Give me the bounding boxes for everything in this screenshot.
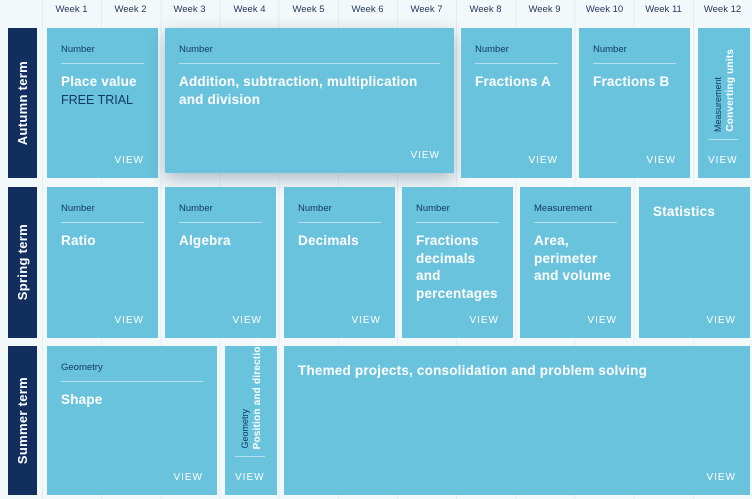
week-label-4: Week 4 <box>233 4 266 15</box>
view-link[interactable]: VIEW <box>235 472 265 483</box>
card-fractions-decimals-percentages[interactable]: Number Fractions decimals and percentage… <box>402 187 513 338</box>
card-place-value[interactable]: Number Place value FREE TRIAL VIEW <box>47 28 158 178</box>
card-divider <box>298 222 381 223</box>
card-title: Ratio <box>61 233 96 248</box>
card-title: Addition, subtraction, multiplication an… <box>179 74 418 107</box>
card-statistics[interactable]: Statistics VIEW <box>639 187 750 338</box>
card-category: Geometry <box>239 409 250 449</box>
card-title: Decimals <box>298 233 359 248</box>
week-label-10: Week 10 <box>585 4 624 15</box>
card-category: Number <box>416 203 450 214</box>
week-label-1: Week 1 <box>55 4 88 15</box>
card-category: Number <box>593 44 627 55</box>
card-divider <box>416 222 499 223</box>
view-link[interactable]: VIEW <box>708 155 738 166</box>
card-title: Fractions A <box>475 74 551 89</box>
card-divider <box>593 63 676 64</box>
card-category: Number <box>61 44 95 55</box>
card-converting-units[interactable]: Measurement Converting units VIEW <box>698 28 750 178</box>
card-title: Algebra <box>179 233 231 248</box>
week-label-11: Week 11 <box>645 4 682 15</box>
week-label-3: Week 3 <box>173 4 206 15</box>
term-bar-summer: Summer term <box>8 346 37 495</box>
term-label: Autumn term <box>15 60 30 146</box>
card-title: Themed projects, consolidation and probl… <box>298 363 648 378</box>
week-label-7: Week 7 <box>410 4 443 15</box>
card-category: Number <box>179 44 213 55</box>
card-divider <box>61 222 144 223</box>
card-title: Shape <box>61 392 103 407</box>
week-label-9: Week 9 <box>528 4 561 15</box>
view-link[interactable]: VIEW <box>173 472 203 483</box>
term-label: Spring term <box>15 224 30 301</box>
term-bar-spring: Spring term <box>8 187 37 338</box>
view-link[interactable]: VIEW <box>706 315 736 326</box>
card-category: Geometry <box>61 362 103 373</box>
vertical-text-block: Measurement Converting units <box>698 38 750 132</box>
card-ratio[interactable]: Number Ratio VIEW <box>47 187 158 338</box>
card-divider <box>61 381 203 382</box>
week-label-8: Week 8 <box>469 4 502 15</box>
card-divider <box>179 222 262 223</box>
card-divider <box>61 63 144 64</box>
card-addition-subtraction-multiplication-division[interactable]: Number Addition, subtraction, multiplica… <box>165 28 454 173</box>
view-link[interactable]: VIEW <box>646 155 676 166</box>
card-title: Converting units <box>724 49 736 132</box>
card-area-perimeter-volume[interactable]: Measurement Area, perimeter and volume V… <box>520 187 631 338</box>
week-label-5: Week 5 <box>292 4 325 15</box>
view-link[interactable]: VIEW <box>232 315 262 326</box>
view-link[interactable]: VIEW <box>587 315 617 326</box>
view-link[interactable]: VIEW <box>706 472 736 483</box>
card-title: Area, perimeter and volume <box>534 233 612 284</box>
card-position-direction[interactable]: Geometry Position and direction VIEW <box>225 340 277 495</box>
view-link[interactable]: VIEW <box>528 155 558 166</box>
week-label-6: Week 6 <box>351 4 384 15</box>
card-algebra[interactable]: Number Algebra VIEW <box>165 187 276 338</box>
view-link[interactable]: VIEW <box>114 155 144 166</box>
week-label-2: Week 2 <box>114 4 147 15</box>
card-title: Fractions decimals and percentages <box>416 233 498 301</box>
card-shape[interactable]: Geometry Shape VIEW <box>47 346 217 495</box>
card-category: Number <box>179 203 213 214</box>
free-trial-label: FREE TRIAL <box>61 92 134 107</box>
view-link[interactable]: VIEW <box>351 315 381 326</box>
card-title: Fractions B <box>593 74 670 89</box>
term-label: Summer term <box>15 376 30 465</box>
card-category: Measurement <box>712 76 723 132</box>
card-fractions-b[interactable]: Number Fractions B VIEW <box>579 28 690 178</box>
card-category: Number <box>475 44 509 55</box>
card-divider <box>235 456 265 457</box>
card-divider <box>179 63 440 64</box>
view-link[interactable]: VIEW <box>469 315 499 326</box>
card-divider <box>475 63 558 64</box>
view-link[interactable]: VIEW <box>410 150 440 161</box>
card-category: Number <box>298 203 332 214</box>
term-bar-autumn: Autumn term <box>8 28 37 178</box>
card-title: Statistics <box>653 204 716 219</box>
card-category: Measurement <box>534 203 593 214</box>
card-title: Position and direction <box>251 339 263 449</box>
card-divider <box>708 139 738 140</box>
card-fractions-a[interactable]: Number Fractions A VIEW <box>461 28 572 178</box>
card-title: Place value <box>61 74 137 89</box>
card-category: Number <box>61 203 95 214</box>
card-themed-projects[interactable]: Themed projects, consolidation and probl… <box>284 346 750 495</box>
card-divider <box>534 222 617 223</box>
card-decimals[interactable]: Number Decimals VIEW <box>284 187 395 338</box>
view-link[interactable]: VIEW <box>114 315 144 326</box>
vertical-text-block: Geometry Position and direction <box>225 340 277 449</box>
week-label-12: Week 12 <box>703 4 742 15</box>
